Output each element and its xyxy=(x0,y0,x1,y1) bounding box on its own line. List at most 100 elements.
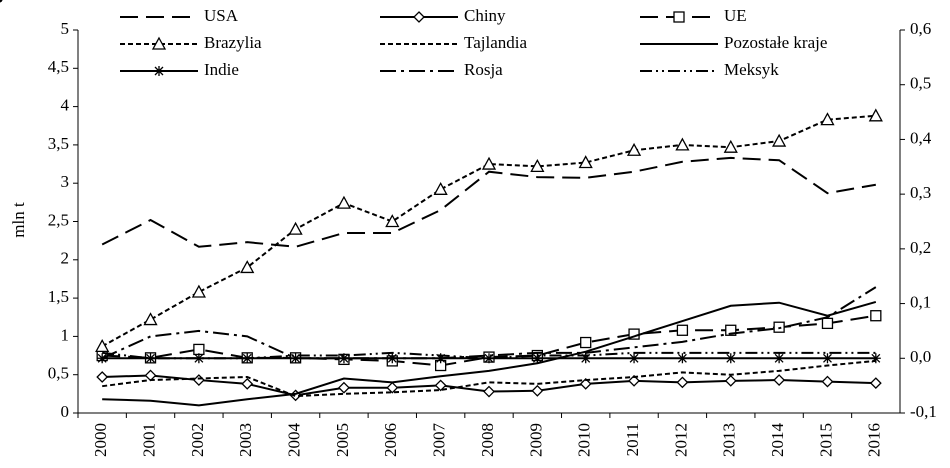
marker xyxy=(723,139,738,153)
y-tick-label: 0 xyxy=(61,402,70,421)
marker xyxy=(288,221,303,235)
marker xyxy=(481,156,497,170)
marker xyxy=(870,353,881,364)
marker xyxy=(433,181,448,195)
marker xyxy=(191,284,206,298)
marker xyxy=(774,353,785,364)
legend-label: Rosja xyxy=(464,60,503,79)
legend-marker xyxy=(0,0,3,3)
marker xyxy=(385,214,400,228)
x-tick-label: 2014 xyxy=(768,423,787,458)
x-tick-label: 2007 xyxy=(430,423,449,458)
marker xyxy=(820,112,835,126)
y-axis-label: mln t xyxy=(9,202,28,238)
x-tick-label: 2006 xyxy=(381,423,400,457)
x-tick-label: 2010 xyxy=(575,423,594,457)
y-tick-label: 0,5 xyxy=(48,364,69,383)
legend-label: Chiny xyxy=(464,6,506,25)
marker xyxy=(483,385,495,398)
x-tick-label: 2004 xyxy=(284,423,303,458)
y-tick-label: 1 xyxy=(61,325,70,344)
marker xyxy=(579,377,592,390)
marker xyxy=(773,374,786,386)
series-line xyxy=(102,359,876,398)
marker xyxy=(676,376,689,389)
series-line xyxy=(101,286,877,360)
marker xyxy=(336,195,352,209)
marker xyxy=(580,336,592,349)
x-tick-label: 2001 xyxy=(139,423,158,457)
x-tick-label: 2016 xyxy=(865,423,884,457)
y2-tick-label: 0,3 xyxy=(910,183,931,202)
y2-tick-label: 0,4 xyxy=(910,128,932,147)
y2-tick-label: -0,1 xyxy=(910,402,937,421)
marker xyxy=(725,353,736,364)
y2-tick-label: 0,1 xyxy=(910,292,931,311)
y-tick-label: 4 xyxy=(61,96,70,115)
x-tick-label: 2009 xyxy=(526,423,545,457)
marker xyxy=(145,353,156,364)
marker xyxy=(240,260,255,274)
marker xyxy=(724,374,737,387)
legend-marker xyxy=(154,66,164,76)
x-tick-label: 2015 xyxy=(816,423,835,457)
marker xyxy=(530,158,545,172)
marker xyxy=(434,379,447,392)
legend-label: Tajlandia xyxy=(464,33,527,52)
legend-label: Meksyk xyxy=(724,60,779,79)
y2-tick-label: 0,0 xyxy=(910,347,931,366)
marker xyxy=(626,142,642,156)
marker xyxy=(868,108,883,122)
x-tick-label: 2008 xyxy=(478,423,497,457)
marker xyxy=(532,353,543,364)
x-tick-label: 2012 xyxy=(671,423,690,457)
y-tick-label: 2,5 xyxy=(48,210,69,229)
y-tick-label: 3,5 xyxy=(48,134,69,153)
x-tick-label: 2000 xyxy=(91,423,110,457)
marker xyxy=(628,374,640,387)
marker xyxy=(192,374,205,386)
marker xyxy=(870,310,882,322)
x-tick-label: 2011 xyxy=(623,423,642,456)
marker xyxy=(629,353,640,364)
marker xyxy=(725,324,737,336)
marker xyxy=(96,371,109,383)
y2-tick-label: 0,6 xyxy=(910,19,931,38)
series-line xyxy=(102,314,876,367)
marker xyxy=(578,155,593,169)
y2-tick-label: 0,5 xyxy=(910,74,931,93)
marker xyxy=(821,375,834,388)
legend-marker xyxy=(673,11,685,23)
x-tick-label: 2013 xyxy=(720,423,739,457)
y-tick-label: 3 xyxy=(61,172,70,191)
marker xyxy=(675,137,690,151)
x-tick-label: 2002 xyxy=(188,423,207,457)
series-line xyxy=(102,351,876,360)
marker xyxy=(338,353,349,364)
marker xyxy=(821,317,834,330)
series-line xyxy=(102,300,877,407)
marker xyxy=(338,381,350,394)
marker xyxy=(193,353,204,364)
marker xyxy=(772,133,787,147)
marker xyxy=(95,339,110,353)
x-tick-label: 2005 xyxy=(333,423,352,457)
x-tick-label: 2003 xyxy=(236,423,255,457)
y-tick-label: 5 xyxy=(61,19,70,38)
marker xyxy=(386,381,399,394)
marker xyxy=(676,324,689,336)
marker xyxy=(143,312,158,326)
marker xyxy=(822,353,833,364)
marker xyxy=(241,377,254,390)
marker xyxy=(193,343,205,356)
y-tick-label: 1,5 xyxy=(48,287,69,306)
marker xyxy=(677,353,688,364)
legend-marker xyxy=(151,36,167,50)
marker xyxy=(869,377,882,390)
y2-tick-label: 0,2 xyxy=(910,238,931,257)
legend-marker xyxy=(413,11,425,23)
y-tick-label: 2 xyxy=(61,249,70,268)
marker xyxy=(531,384,544,397)
series-line xyxy=(101,114,876,348)
